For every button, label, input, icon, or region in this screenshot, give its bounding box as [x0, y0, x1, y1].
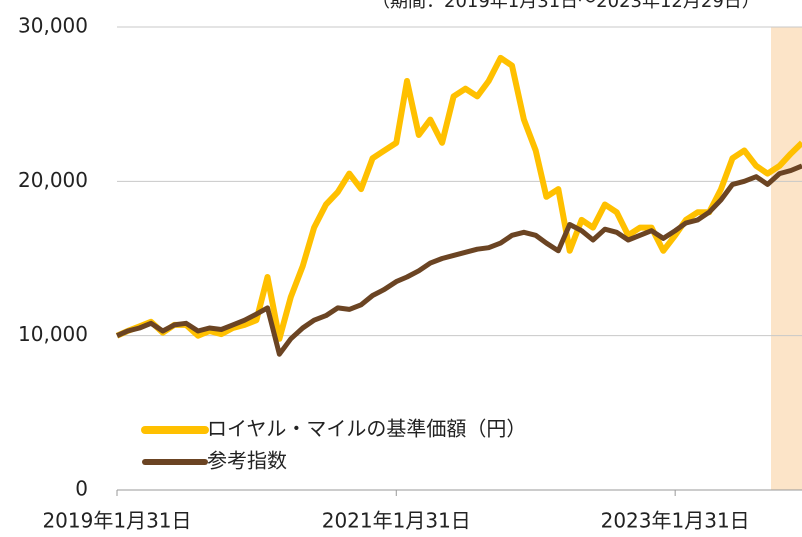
y-tick-label: 10,000: [18, 322, 88, 346]
highlight-region: [771, 27, 802, 490]
legend-label: ロイヤル・マイルの基準価額（円）: [207, 417, 526, 441]
data-line: [115, 163, 802, 357]
chart-subtitle: （期間：2019年1月31日～2023年12月29日）: [372, 0, 760, 12]
legend-label: 参考指数: [207, 449, 287, 473]
x-tick-label: 2023年1月31日: [601, 509, 750, 533]
x-tick-label: 2021年1月31日: [322, 509, 471, 533]
y-tick-label: 30,000: [18, 14, 88, 38]
y-tick-label: 20,000: [18, 168, 88, 192]
x-tick-label: 2019年1月31日: [42, 509, 191, 533]
y-tick-label: 0: [75, 477, 88, 501]
data-line: [115, 54, 802, 342]
